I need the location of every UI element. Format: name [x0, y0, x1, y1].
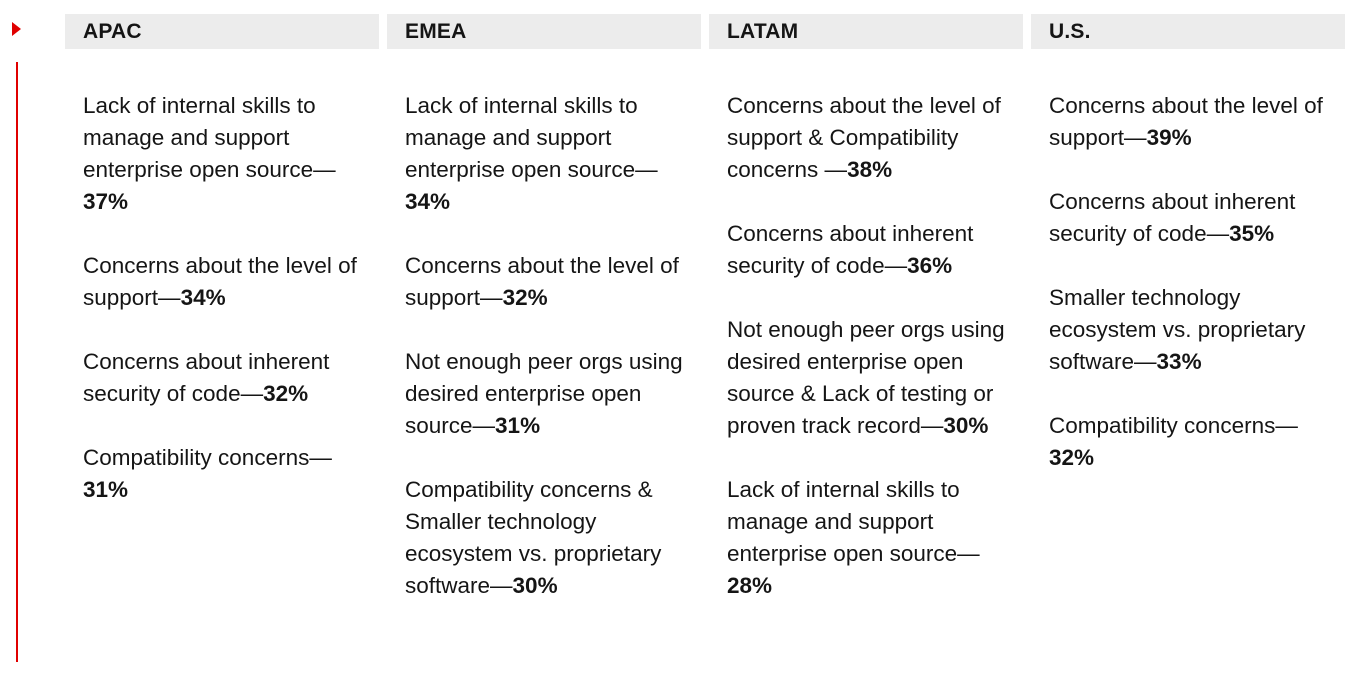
- list-item: Smaller technology ecosystem vs. proprie…: [1049, 282, 1345, 378]
- item-percentage: 28%: [727, 573, 773, 598]
- item-text: Not enough peer orgs using desired enter…: [405, 349, 683, 438]
- list-item: Concerns about the level of support—34%: [83, 250, 379, 314]
- item-text: Compatibility concerns—: [1049, 413, 1298, 438]
- column-us: U.S. Concerns about the level of support…: [1031, 14, 1345, 634]
- red-vertical-rule: [16, 62, 18, 662]
- list-item: Concerns about the level of support & Co…: [727, 90, 1023, 186]
- item-text: Concerns about the level of support—: [1049, 93, 1323, 150]
- item-percentage: 31%: [83, 477, 129, 502]
- item-percentage: 30%: [512, 573, 558, 598]
- item-text: Smaller technology ecosystem vs. proprie…: [1049, 285, 1306, 374]
- item-percentage: 37%: [83, 189, 129, 214]
- item-percentage: 38%: [847, 157, 893, 182]
- item-text: Concerns about the level of support & Co…: [727, 93, 1001, 182]
- list-item: Lack of internal skills to manage and su…: [405, 90, 701, 218]
- list-item: Compatibility concerns & Smaller technol…: [405, 474, 701, 602]
- item-percentage: 32%: [1049, 445, 1095, 470]
- item-text: Lack of internal skills to manage and su…: [405, 93, 658, 182]
- column-latam: LATAM Concerns about the level of suppor…: [709, 14, 1023, 634]
- item-percentage: 32%: [263, 381, 309, 406]
- item-percentage: 35%: [1229, 221, 1275, 246]
- column-header: APAC: [65, 14, 379, 49]
- column-apac: APAC Lack of internal skills to manage a…: [65, 14, 379, 634]
- item-percentage: 33%: [1156, 349, 1202, 374]
- item-percentage: 30%: [943, 413, 989, 438]
- region-columns: APAC Lack of internal skills to manage a…: [65, 14, 1346, 634]
- item-text: Concerns about the level of support—: [405, 253, 679, 310]
- item-text: Concerns about the level of support—: [83, 253, 357, 310]
- item-percentage: 32%: [502, 285, 548, 310]
- list-item: Concerns about inherent security of code…: [727, 218, 1023, 282]
- list-item: Compatibility concerns— 31%: [83, 442, 379, 506]
- list-item: Lack of internal skills to manage and su…: [727, 474, 1023, 602]
- item-text: Lack of internal skills to manage and su…: [83, 93, 336, 182]
- column-header: EMEA: [387, 14, 701, 49]
- item-text: Lack of internal skills to manage and su…: [727, 477, 980, 566]
- item-percentage: 39%: [1146, 125, 1192, 150]
- item-text: Compatibility concerns & Smaller technol…: [405, 477, 662, 598]
- item-percentage: 36%: [907, 253, 953, 278]
- list-item: Concerns about the level of support—39%: [1049, 90, 1345, 154]
- item-percentage: 31%: [495, 413, 541, 438]
- red-triangle-marker-icon: [12, 22, 21, 36]
- item-text: Concerns about inherent security of code…: [83, 349, 330, 406]
- list-item: Concerns about the level of support—32%: [405, 250, 701, 314]
- column-header: U.S.: [1031, 14, 1345, 49]
- list-item: Concerns about inherent security of code…: [83, 346, 379, 410]
- column-emea: EMEA Lack of internal skills to manage a…: [387, 14, 701, 634]
- list-item: Compatibility concerns— 32%: [1049, 410, 1345, 474]
- list-item: Lack of internal skills to manage and su…: [83, 90, 379, 218]
- item-percentage: 34%: [180, 285, 226, 310]
- list-item: Concerns about inherent security of code…: [1049, 186, 1345, 250]
- list-item: Not enough peer orgs using desired enter…: [405, 346, 701, 442]
- item-list: Lack of internal skills to manage and su…: [387, 49, 701, 602]
- list-item: Not enough peer orgs using desired enter…: [727, 314, 1023, 442]
- item-text: Concerns about inherent security of code…: [727, 221, 974, 278]
- item-text: Not enough peer orgs using desired enter…: [727, 317, 1005, 438]
- item-percentage: 34%: [405, 189, 451, 214]
- item-text: Compatibility concerns—: [83, 445, 332, 470]
- item-list: Concerns about the level of support & Co…: [709, 49, 1023, 602]
- item-list: Concerns about the level of support—39% …: [1031, 49, 1345, 474]
- item-text: Concerns about inherent security of code…: [1049, 189, 1296, 246]
- item-list: Lack of internal skills to manage and su…: [65, 49, 379, 506]
- column-header: LATAM: [709, 14, 1023, 49]
